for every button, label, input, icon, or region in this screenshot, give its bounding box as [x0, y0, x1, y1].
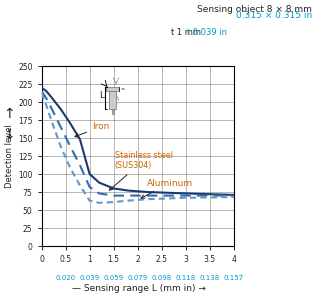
Bar	[112, 109, 114, 114]
Text: Stainless steel
(SUS304): Stainless steel (SUS304)	[109, 151, 172, 190]
Y-axis label: Detection level: Detection level	[5, 124, 14, 188]
Text: Aluminum: Aluminum	[141, 178, 193, 198]
Text: t 1 mm: t 1 mm	[171, 28, 204, 37]
Text: 0.315 × 0.315 in: 0.315 × 0.315 in	[236, 11, 312, 20]
Bar	[106, 87, 119, 91]
Text: t 0.039 in: t 0.039 in	[187, 28, 227, 37]
Text: Sensing object 8 × 8 mm: Sensing object 8 × 8 mm	[197, 4, 312, 14]
Text: ↑: ↑	[3, 107, 15, 121]
Text: ↓: ↓	[3, 128, 15, 142]
Text: L: L	[100, 91, 104, 100]
Text: — Sensing range L (mm in) →: — Sensing range L (mm in) →	[72, 284, 206, 293]
Bar	[109, 91, 116, 109]
Text: Iron: Iron	[75, 122, 109, 137]
